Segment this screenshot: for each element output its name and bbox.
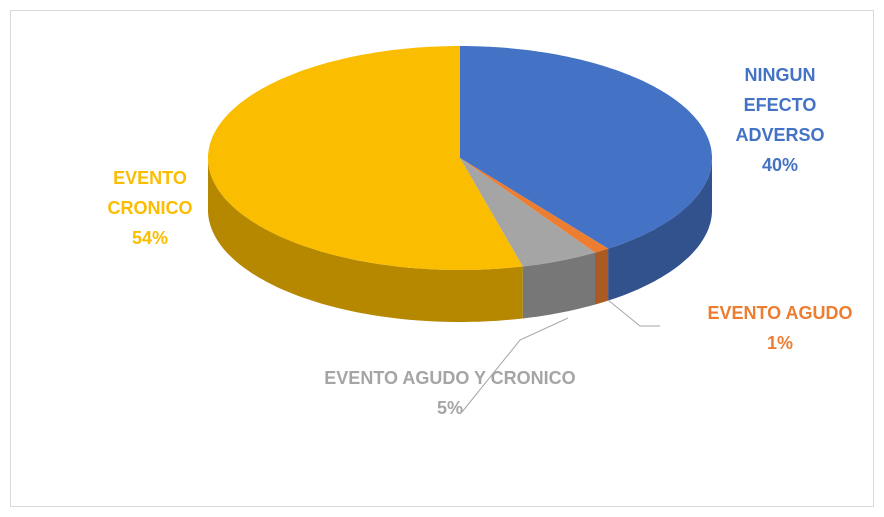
pie-slice	[460, 46, 712, 249]
leader-line	[607, 299, 660, 327]
label-name: EVENTO AGUDO	[707, 303, 853, 323]
label-value: 40%	[761, 155, 799, 175]
pie-slice-side	[208, 158, 523, 322]
label-value: 54%	[131, 228, 169, 248]
pie-slice	[460, 158, 609, 253]
label-value: 1%	[766, 333, 793, 353]
label-name: NINGUN EFECTO ADVERSO	[735, 65, 825, 145]
data-label: EVENTO CRONICO 54%	[90, 163, 210, 253]
pie-slice	[208, 46, 523, 270]
pie-sides	[208, 158, 712, 322]
pie-slice	[460, 158, 595, 267]
label-value: 5%	[436, 398, 463, 418]
data-label: EVENTO AGUDO 1%	[660, 298, 884, 358]
chart-frame	[10, 10, 874, 507]
pie-slice-side	[608, 158, 712, 301]
pie-slice-side	[595, 248, 609, 305]
label-name: EVENTO AGUDO Y CRONICO	[324, 368, 576, 388]
data-label: NINGUN EFECTO ADVERSO 40%	[720, 60, 840, 180]
label-name: EVENTO CRONICO	[107, 168, 193, 218]
pie-slice-side	[522, 252, 595, 319]
data-label: EVENTO AGUDO Y CRONICO 5%	[280, 363, 620, 423]
pie-tops	[208, 46, 712, 270]
leader-line	[461, 317, 569, 413]
